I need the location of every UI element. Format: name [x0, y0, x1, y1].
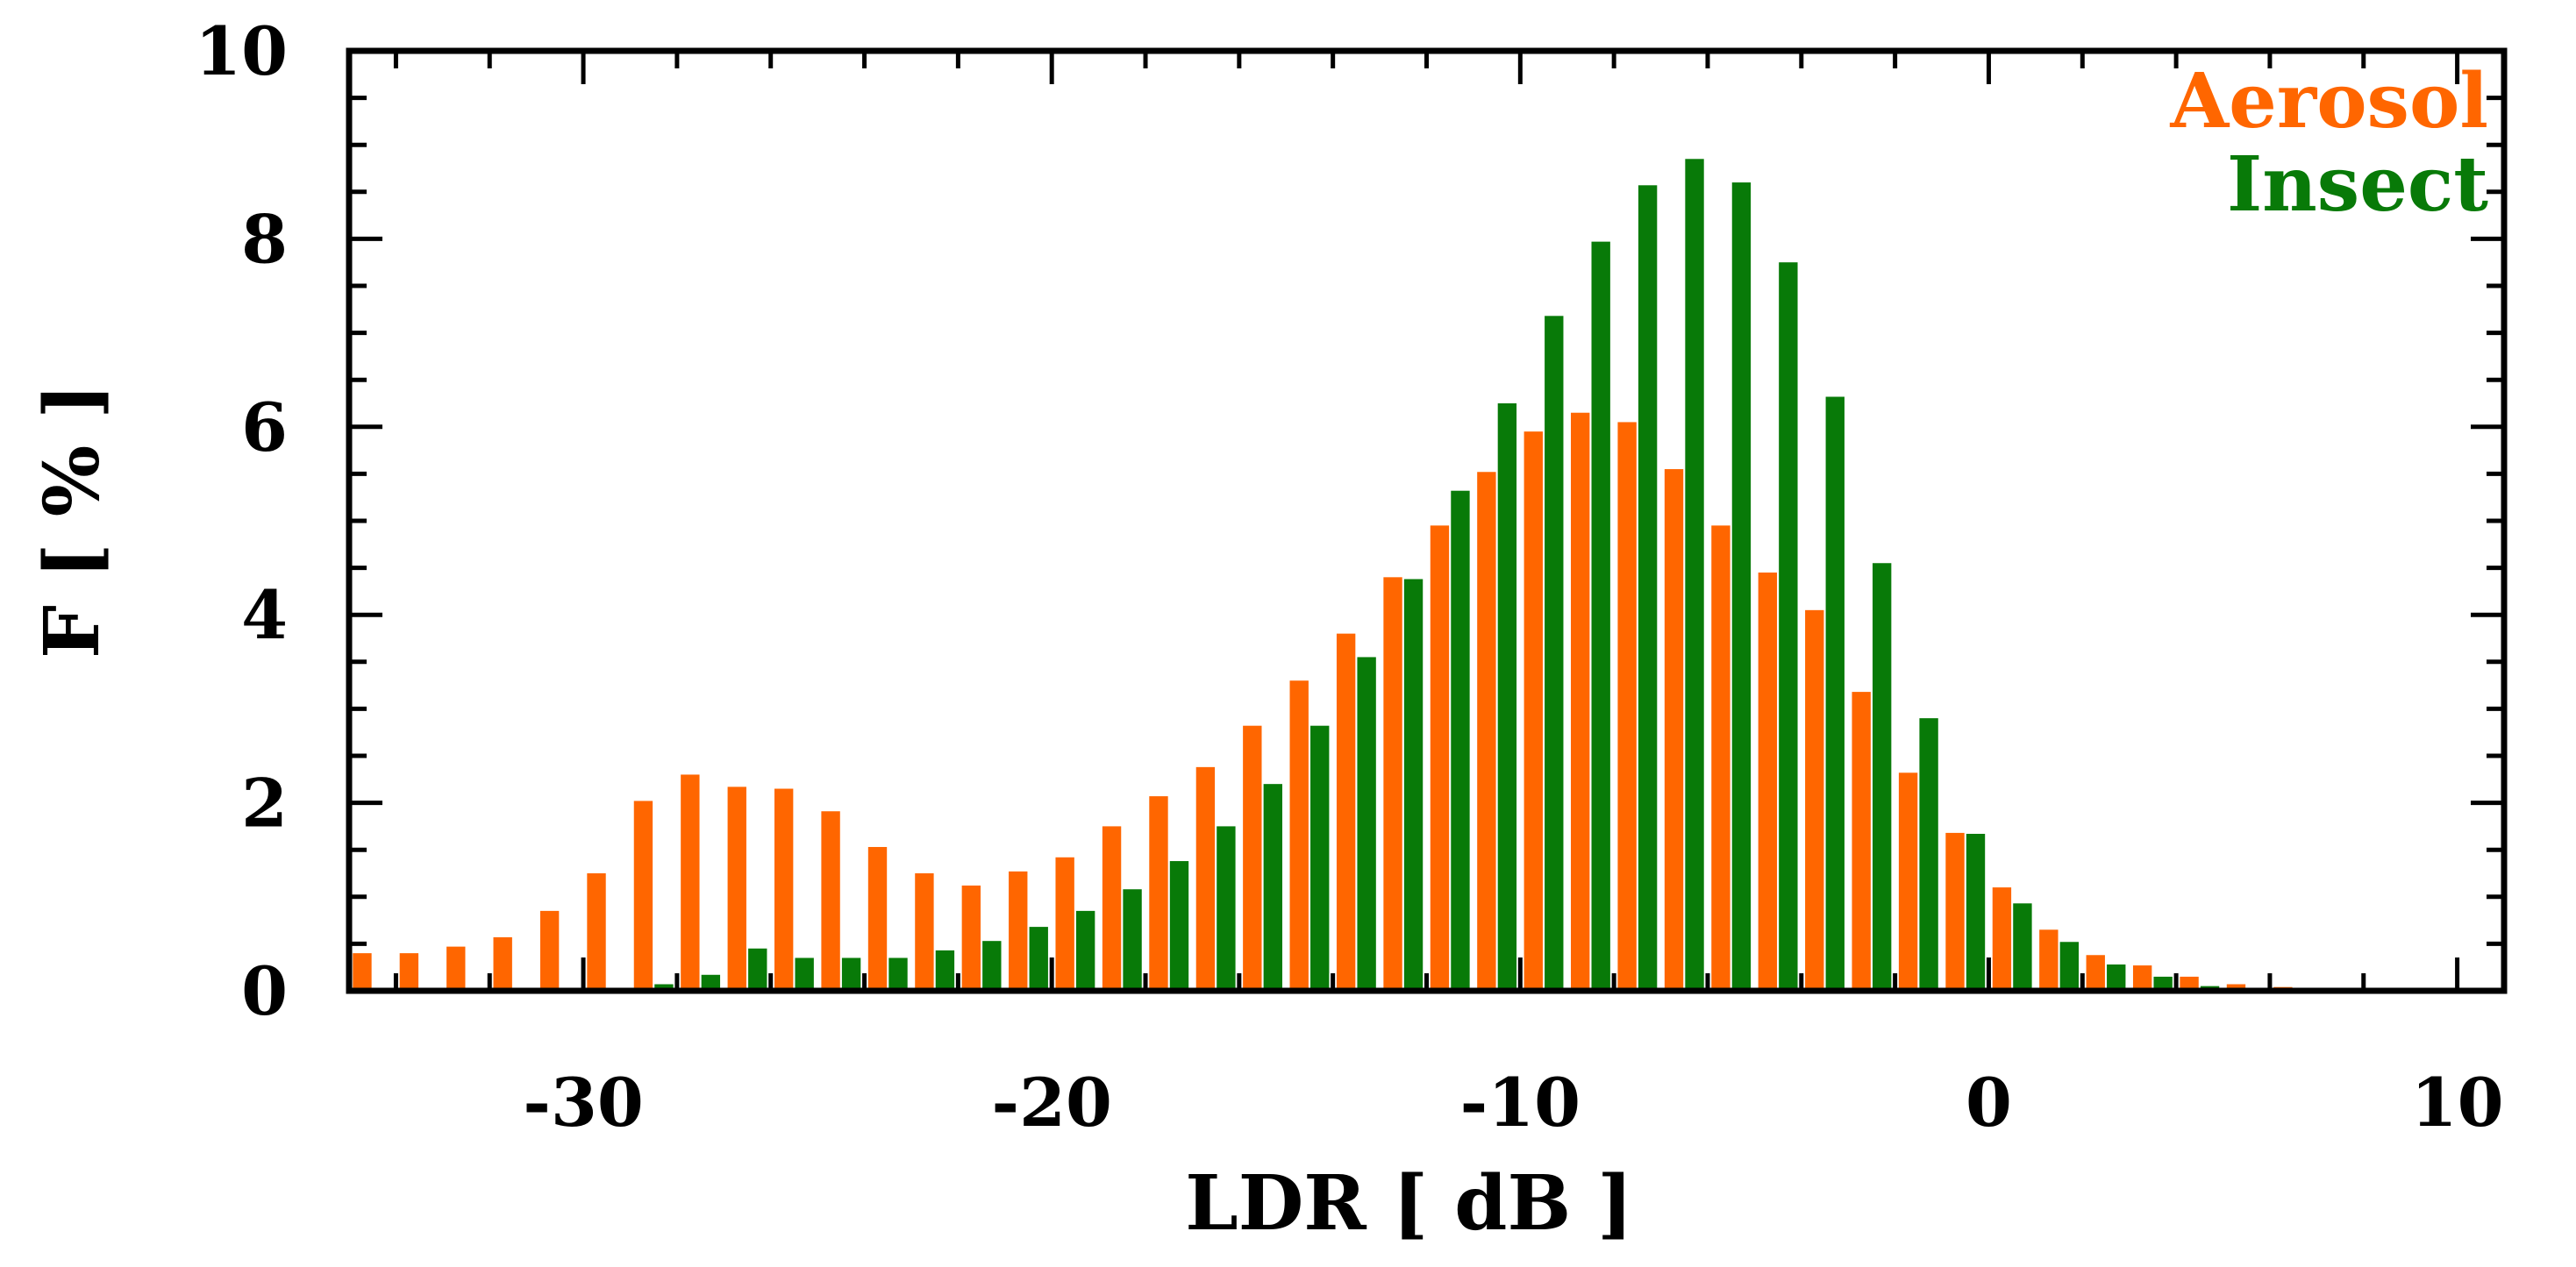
bar-aerosol--5 [1758, 572, 1778, 991]
bar-insect--8 [1638, 185, 1658, 992]
y-tick-label: 2 [241, 765, 288, 843]
x-axis-title: LDR [ dB ] [1185, 1159, 1633, 1248]
y-axis-title: F [ % ] [28, 383, 117, 658]
y-tick-label: 8 [241, 200, 288, 278]
bar-aerosol--23 [915, 873, 934, 991]
bar-insect--6 [1731, 182, 1752, 991]
bar-aerosol--9 [1571, 412, 1590, 992]
bar-insect--5 [1779, 262, 1798, 991]
bar-insect--25 [841, 957, 861, 991]
bar-insect-1 [2059, 942, 2080, 991]
bar-aerosol--19 [1102, 826, 1122, 991]
ticks-layer [349, 48, 2504, 993]
bar-aerosol--30 [587, 873, 606, 991]
bar-aerosol--22 [961, 885, 981, 991]
bar-insect--29 [654, 984, 674, 991]
bar-insect--13 [1403, 579, 1424, 991]
bar-aerosol--10 [1523, 431, 1543, 991]
bar-insect--9 [1591, 241, 1610, 991]
bar-insect--17 [1217, 826, 1236, 991]
bar-aerosol--20 [1055, 857, 1074, 991]
bar-aerosol--18 [1149, 796, 1168, 991]
bar-insect-0 [2013, 903, 2032, 991]
x-tick-label: -10 [1460, 1064, 1581, 1142]
tick-labels-layer: -30 -20 -10 0 10 0 2 4 6 8 10 [195, 12, 2503, 1142]
x-tick-label: 0 [1966, 1064, 2012, 1142]
bar-aerosol--34 [399, 953, 419, 991]
bar-insect--4 [1825, 396, 1845, 991]
y-tick-label: 10 [195, 12, 288, 90]
bar-insect--26 [795, 957, 814, 991]
bar-insect--15 [1310, 725, 1330, 991]
bar-aerosol--17 [1195, 766, 1216, 991]
bar-aerosol-4 [2180, 976, 2199, 991]
bar-aerosol--27 [727, 787, 746, 991]
legend-entry-insect: Insect [2227, 140, 2488, 229]
bar-aerosol--3 [1852, 692, 1871, 991]
bar-insect--1 [1966, 833, 1986, 991]
bar-aerosol--12 [1430, 525, 1450, 991]
y-tick-label: 0 [241, 952, 288, 1030]
bar-aerosol--15 [1289, 680, 1309, 991]
bar-insect--12 [1451, 490, 1470, 991]
bar-aerosol--11 [1477, 472, 1496, 991]
bar-aerosol--4 [1805, 609, 1824, 991]
bar-aerosol--7 [1664, 469, 1684, 991]
bar-insect--10 [1545, 316, 1564, 991]
bar-aerosol--33 [446, 946, 466, 991]
bar-insect--2 [1919, 718, 1938, 991]
bar-aerosol--13 [1383, 577, 1402, 991]
bar-insect--3 [1872, 563, 1892, 991]
bar-insect--24 [888, 957, 908, 991]
bar-aerosol-0 [1992, 887, 2012, 991]
y-tick-label: 4 [241, 576, 288, 654]
bar-aerosol-5 [2226, 984, 2246, 991]
bar-insect--22 [982, 941, 1002, 991]
bar-aerosol--2 [1898, 772, 1918, 991]
bar-aerosol--32 [493, 936, 512, 991]
bar-aerosol--35 [353, 953, 372, 991]
bar-insect--7 [1685, 159, 1704, 991]
bar-aerosol--1 [1945, 832, 1965, 991]
bar-aerosol--31 [539, 910, 560, 991]
bar-insect-2 [2107, 964, 2126, 991]
bar-aerosol--25 [821, 811, 840, 991]
plot-frame [346, 47, 2508, 994]
bar-aerosol--21 [1009, 871, 1028, 991]
bars-layer [353, 159, 2433, 992]
bar-insect--23 [935, 950, 955, 991]
x-tick-label: -20 [992, 1064, 1112, 1142]
bar-aerosol-1 [2039, 929, 2059, 991]
bar-insect--11 [1497, 403, 1517, 991]
x-tick-label: -30 [523, 1064, 643, 1142]
bar-aerosol--6 [1711, 525, 1730, 991]
y-tick-label: 6 [241, 388, 288, 466]
bar-insect--18 [1169, 861, 1189, 991]
bar-insect-3 [2153, 976, 2173, 991]
bar-aerosol-2 [2086, 955, 2105, 991]
bar-insect--28 [701, 974, 721, 991]
legend-entry-aerosol: Aerosol [2169, 57, 2488, 146]
bar-insect--20 [1075, 910, 1095, 991]
bar-aerosol--14 [1336, 633, 1356, 991]
bar-aerosol--24 [867, 846, 888, 991]
bar-aerosol--29 [633, 801, 653, 991]
bar-aerosol--26 [774, 788, 794, 991]
bar-insect--21 [1029, 927, 1048, 991]
bar-aerosol--28 [681, 774, 700, 991]
bar-insect--27 [748, 948, 767, 991]
x-tick-label: 10 [2411, 1064, 2504, 1142]
bar-aerosol-3 [2132, 965, 2152, 991]
bar-insect--19 [1123, 889, 1142, 991]
bar-aerosol--8 [1617, 422, 1637, 991]
bar-aerosol--16 [1243, 725, 1262, 991]
bar-insect--16 [1263, 784, 1282, 991]
bar-insect--14 [1357, 657, 1376, 991]
